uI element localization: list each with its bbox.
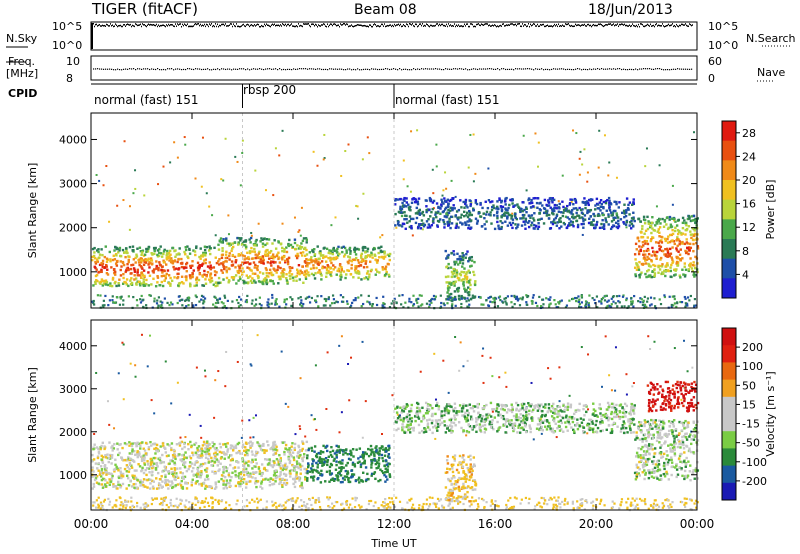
colorbar-tick-label: 100 (742, 360, 763, 373)
nave-label: Nave (757, 66, 786, 79)
cpid-label: CPID (8, 87, 38, 100)
y-tick-label: 2000 (59, 426, 87, 439)
y-axis-label: Slant Range [km] (26, 163, 39, 259)
echo-region-2 (305, 444, 392, 484)
y-axis-label: Slant Range [km] (26, 367, 39, 463)
x-tick-label: 00:00 (680, 517, 715, 531)
colorbar-tick-label: 28 (742, 127, 756, 140)
cpid-segment-2: rbsp 200 (243, 83, 297, 97)
freq-trace (93, 68, 693, 71)
freq-tick-low: 8 (66, 72, 73, 85)
colorbar-tick-label: 24 (742, 150, 756, 163)
echo-region-6 (633, 214, 700, 279)
colorbar-label: Velocity [m s⁻¹] (764, 371, 777, 456)
colorbar-tick-label: 12 (742, 221, 756, 234)
colorbar-tick-label: -200 (742, 475, 767, 488)
echo-region-1 (91, 440, 309, 490)
colorbar-tick-label: -50 (742, 437, 760, 450)
x-tick-label: 16:00 (478, 517, 513, 531)
cpid-segment-1: normal (fast) 151 (94, 93, 199, 107)
colorbar-tick-label: 16 (742, 198, 756, 211)
freq-panel (90, 55, 698, 81)
y-tick-label: 2000 (59, 222, 87, 235)
nave-tick-low: 0 (708, 72, 715, 85)
nsky-label: N.Sky (6, 32, 38, 45)
y-tick-label: 4000 (59, 340, 87, 353)
nsky-tick-low: 10^0 (52, 39, 83, 52)
colorbar-tick-label: -15 (742, 418, 760, 431)
colorbar-label: Power [dB] (764, 180, 777, 240)
colorbar-tick-label: 50 (742, 379, 756, 392)
radar-title: TIGER (fitACF) (92, 0, 199, 18)
x-axis-label: Time UT (370, 537, 416, 550)
colorbar-tick-label: 8 (742, 245, 749, 258)
cpid-segment-3: normal (fast) 151 (395, 93, 500, 107)
y-tick-label: 3000 (59, 383, 87, 396)
nsky-tick-high: 10^5 (52, 20, 83, 33)
echo-region-1 (91, 245, 220, 288)
power-colorbar (721, 120, 740, 299)
echo-region-5 (394, 196, 636, 231)
beam-title: Beam 08 (354, 2, 417, 18)
colorbar-frame (721, 120, 737, 299)
nsearch-label: N.Search (746, 32, 796, 45)
colorbar-tick-label: -100 (742, 456, 767, 469)
x-tick-label: 12:00 (377, 517, 412, 531)
colorbar-tick-label: 4 (742, 268, 749, 281)
echo-region-3 (305, 245, 392, 281)
velocity-colorbar (721, 327, 740, 501)
echo-region-6 (646, 380, 700, 413)
echo-region-3 (444, 454, 478, 503)
y-tick-label: 3000 (59, 178, 87, 191)
echo-region-4 (394, 401, 636, 435)
y-tick-label: 1000 (59, 469, 87, 482)
nsearch-tick-low: 10^0 (708, 39, 739, 52)
echo-region-5 (633, 418, 700, 482)
echo-region-4 (444, 249, 477, 301)
colorbar-tick-label: 200 (742, 341, 763, 354)
colorbar-frame (721, 327, 737, 501)
freq-tick-high: 10 (66, 55, 80, 68)
x-tick-label: 08:00 (276, 517, 311, 531)
colorbar-tick-label: 20 (742, 174, 756, 187)
x-tick-label: 04:00 (175, 517, 210, 531)
date-title: 18/Jun/2013 (588, 2, 673, 18)
freq-label-2: [MHz] (6, 67, 39, 80)
x-tick-label: 20:00 (579, 517, 614, 531)
echo-region-2 (217, 236, 309, 286)
nave-tick-high: 60 (708, 55, 722, 68)
nsky-trace (93, 23, 693, 28)
y-tick-label: 1000 (59, 266, 87, 279)
x-tick-label: 00:00 (74, 517, 109, 531)
y-tick-label: 4000 (59, 133, 87, 146)
nsearch-tick-high: 10^5 (708, 20, 739, 33)
colorbar-tick-label: 15 (742, 398, 756, 411)
